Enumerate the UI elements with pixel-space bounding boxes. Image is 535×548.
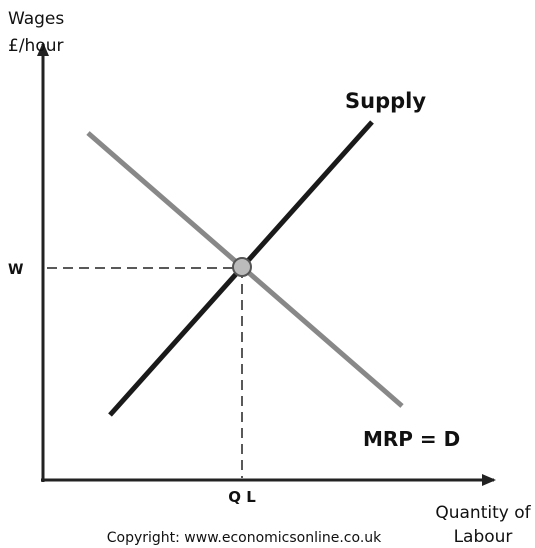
quantity-label: Q L	[228, 488, 256, 506]
demand-label: MRP = D	[363, 427, 460, 451]
y-axis-label: Wages	[8, 9, 64, 29]
supply-label: Supply	[345, 89, 426, 113]
x-axis-label: Labour	[454, 527, 513, 547]
x-axis-label: Quantity of	[435, 503, 531, 523]
y-axis-label: £/hour	[8, 36, 63, 56]
copyright: Copyright: www.economicsonline.co.uk	[107, 530, 382, 546]
equilibrium-point	[232, 257, 252, 277]
wage-label: W	[8, 262, 23, 278]
